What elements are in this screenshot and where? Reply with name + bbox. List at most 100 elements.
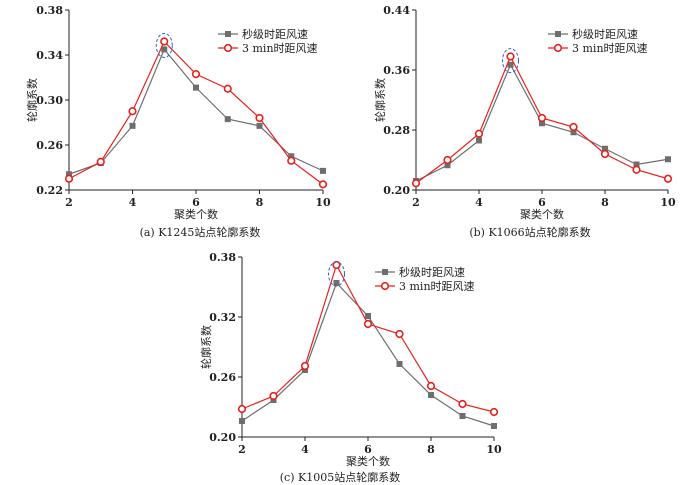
- series-line-0: [241, 281, 495, 427]
- y-tick-label: 0.26: [209, 371, 236, 384]
- x-tick-label: 8: [256, 196, 264, 209]
- series-line-0: [68, 48, 324, 175]
- data-point-square: [444, 162, 451, 169]
- x-tick-label: 6: [192, 196, 200, 209]
- y-tick-label: 0.38: [209, 251, 236, 264]
- data-point-square: [396, 361, 403, 367]
- data-point-circle: [269, 391, 278, 401]
- legend-marker-square: [382, 269, 388, 275]
- legend-marker-circle: [380, 281, 390, 291]
- y-tick-label: 0.44: [383, 4, 410, 17]
- legend-marker-square: [225, 31, 231, 37]
- y-tick-label: 0.30: [36, 94, 63, 107]
- legend-label: 秒级时距风速: [399, 265, 465, 279]
- data-point-circle: [569, 122, 578, 132]
- data-point-square: [129, 122, 136, 129]
- y-axis-label: 轮廓系数: [373, 78, 387, 122]
- data-point-circle: [332, 260, 341, 270]
- y-tick-label: 0.28: [383, 124, 410, 137]
- data-point-circle: [663, 174, 673, 183]
- data-point-circle: [128, 107, 137, 116]
- y-axis-label: 轮廓系数: [199, 325, 213, 369]
- x-tick-label: 10: [660, 196, 676, 209]
- y-tick-label: 0.32: [209, 311, 236, 324]
- data-point-square: [539, 120, 545, 127]
- x-tick-label: 10: [315, 196, 331, 209]
- data-point-square: [570, 129, 577, 136]
- legend-label: 3 min时距风速: [572, 42, 648, 55]
- data-point-square: [320, 167, 326, 174]
- data-point-square: [333, 280, 340, 286]
- data-point-circle: [632, 165, 641, 174]
- chart-0: 0.22 0.26 0.30 0.34 0.38 2 4 6 8 10 聚类个数 轮廓系数 (a) K1…: [25, 4, 331, 239]
- data-point-square: [491, 423, 497, 429]
- legend-label: 3 min时距风速: [399, 280, 475, 293]
- data-point-square: [256, 122, 263, 129]
- x-axis-label: 聚类个数: [520, 207, 564, 221]
- x-tick-label: 2: [65, 196, 73, 209]
- legend-label: 秒级时距风速: [572, 27, 638, 41]
- x-tick-label: 2: [238, 443, 246, 456]
- y-tick-label: 0.20: [383, 184, 410, 197]
- y-tick-label: 0.36: [383, 64, 410, 77]
- data-point-square: [239, 418, 245, 424]
- data-point-circle: [443, 155, 452, 165]
- x-tick-label: 4: [129, 196, 137, 209]
- data-point-circle: [191, 70, 201, 79]
- x-tick-label: 2: [412, 196, 420, 209]
- peak-highlight-ellipse: [155, 32, 173, 58]
- data-point-circle: [223, 84, 232, 93]
- y-tick-label: 0.34: [36, 49, 63, 62]
- data-point-square: [66, 171, 72, 178]
- data-point-circle: [474, 129, 484, 138]
- y-axis-label: 轮廓系数: [25, 78, 39, 122]
- data-point-square: [365, 313, 371, 319]
- x-axis-label: 聚类个数: [174, 207, 218, 221]
- data-point-square: [602, 145, 608, 152]
- data-point-circle: [96, 157, 105, 166]
- data-point-circle: [300, 361, 310, 371]
- x-tick-label: 4: [301, 443, 309, 456]
- data-point-circle: [506, 52, 515, 61]
- data-point-square: [476, 137, 482, 144]
- peak-highlight-ellipse: [328, 261, 345, 287]
- x-tick-label: 8: [601, 196, 609, 209]
- data-point-circle: [160, 37, 169, 46]
- chart-caption: (b) K1066站点轮廓系数: [469, 225, 590, 239]
- data-point-circle: [395, 329, 404, 339]
- data-point-circle: [287, 156, 296, 165]
- chart-caption: (a) K1245站点轮廓系数: [140, 225, 261, 239]
- data-point-square: [633, 161, 640, 168]
- legend-label: 秒级时距风速: [242, 27, 308, 41]
- data-point-circle: [64, 174, 74, 183]
- legend-marker-circle: [553, 43, 563, 53]
- legend-marker-circle: [223, 43, 233, 53]
- data-point-circle: [363, 319, 373, 329]
- series-line-1: [68, 40, 324, 185]
- data-point-circle: [537, 113, 547, 123]
- data-point-square: [224, 116, 231, 123]
- data-point-circle: [600, 149, 610, 159]
- x-tick-label: 6: [538, 196, 546, 209]
- data-point-square: [665, 156, 671, 163]
- legend-marker-square: [555, 31, 561, 37]
- y-tick-label: 0.26: [36, 139, 63, 152]
- data-point-square: [193, 84, 199, 91]
- x-axis-label: 聚类个数: [346, 454, 390, 468]
- data-point-circle: [411, 179, 421, 188]
- data-point-circle: [458, 399, 467, 409]
- data-point-square: [428, 392, 434, 398]
- x-tick-label: 6: [364, 443, 372, 456]
- data-point-square: [459, 413, 466, 419]
- chart-caption: (c) K1005站点轮廓系数: [280, 470, 400, 484]
- y-tick-label: 0.20: [209, 431, 236, 444]
- peak-highlight-ellipse: [502, 48, 519, 74]
- data-point-circle: [237, 404, 247, 414]
- y-tick-label: 0.38: [36, 4, 63, 17]
- data-point-circle: [489, 407, 499, 417]
- x-tick-label: 8: [427, 443, 435, 456]
- legend-label: 3 min时距风速: [242, 42, 318, 55]
- data-point-circle: [426, 381, 436, 391]
- data-point-circle: [255, 113, 264, 123]
